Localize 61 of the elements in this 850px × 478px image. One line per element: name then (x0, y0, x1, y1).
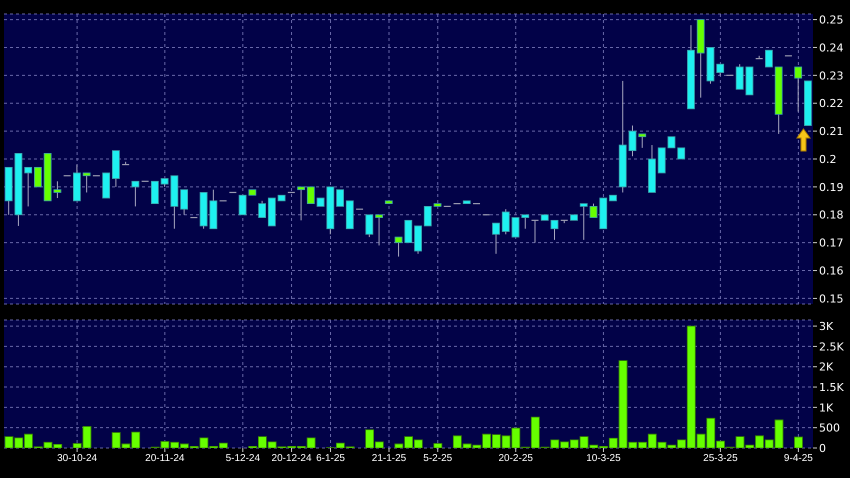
candlestick (258, 200, 266, 218)
candlestick (365, 214, 374, 238)
y-tick-label: 0.25 (819, 13, 844, 26)
y-tick-label: 0 (819, 442, 826, 455)
x-tick-label: 20-12-24 (272, 453, 312, 464)
y-tick-label: 0.16 (819, 264, 844, 278)
x-tick-label: 6-1-25 (316, 453, 346, 464)
x-tick-label: 30-10-24 (57, 453, 98, 464)
x-tick-label: 5-12-24 (226, 453, 260, 464)
x-tick-label: 25-3-25 (703, 453, 738, 464)
candlestick (668, 136, 676, 148)
candlestick (394, 236, 402, 258)
candlestick (580, 203, 588, 240)
x-tick-label: 20-2-25 (498, 453, 534, 464)
candlestick (638, 133, 646, 148)
bar (794, 436, 803, 448)
y-tick-label: 0.23 (819, 69, 844, 82)
candlestick (765, 50, 773, 68)
candlestick (716, 64, 724, 76)
candlestick (492, 222, 500, 254)
candlestick (590, 203, 598, 218)
candlestick (628, 125, 636, 157)
x-tick-label: 9-4-25 (784, 453, 814, 464)
x-tick-label: 5-2-25 (423, 453, 453, 464)
candlestick (502, 208, 510, 235)
candlestick (512, 217, 520, 238)
candlestick (677, 147, 686, 160)
y-tick-label: 0.19 (819, 180, 844, 194)
y-tick-label: 0.22 (819, 97, 844, 110)
candlestick (521, 214, 530, 230)
candlestick (424, 206, 432, 226)
candlestick (336, 189, 344, 207)
candlestick (306, 186, 315, 204)
y-tick-label: 1K (819, 401, 834, 414)
candlestick (131, 180, 140, 207)
y-tick-label: 0.18 (819, 208, 844, 222)
y-tick-label: 0.15 (819, 292, 844, 306)
x-tick-label: 20-11-24 (145, 453, 185, 464)
candlestick (794, 66, 802, 112)
candlestick (550, 220, 558, 240)
candlestick (297, 186, 305, 221)
candlestick (404, 220, 412, 244)
candlestick (54, 180, 62, 199)
candlestick (238, 194, 246, 216)
y-tick-label: 1.5K (819, 380, 844, 394)
candlestick (34, 166, 42, 188)
y-tick-label: 0.24 (819, 41, 844, 54)
y-tick-label: 0.2 (819, 152, 836, 166)
y-tick-label: 0.17 (819, 236, 844, 250)
x-tick-label: 21-1-25 (372, 453, 407, 464)
candlestick (736, 64, 744, 90)
y-tick-label: 2K (819, 360, 834, 374)
y-tick-label: 3K (819, 320, 834, 333)
x-tick-label: 10-3-25 (586, 453, 622, 464)
candlestick (375, 214, 383, 246)
candlestick (24, 166, 32, 207)
candlestick (530, 220, 540, 244)
y-tick-label: 500 (819, 422, 840, 435)
y-tick-label: 0.21 (819, 125, 844, 138)
y-tick-label: 2.5K (819, 340, 844, 354)
bar (433, 443, 442, 448)
